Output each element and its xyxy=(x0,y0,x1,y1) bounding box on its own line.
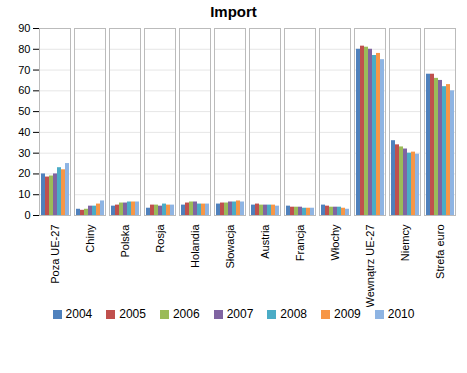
svg-text:Poza UE-27: Poza UE-27 xyxy=(49,225,61,284)
svg-text:Rosja: Rosja xyxy=(154,224,166,253)
svg-text:Chiny: Chiny xyxy=(84,224,96,253)
svg-text:Słowacja: Słowacja xyxy=(224,224,236,269)
html-text:2008: 2008 xyxy=(280,307,307,321)
svg-text:20: 20 xyxy=(18,167,30,179)
svg-text:Francja: Francja xyxy=(294,224,306,262)
svg-text:Polska: Polska xyxy=(119,224,131,258)
svg-text:50: 50 xyxy=(18,105,30,117)
svg-text:0: 0 xyxy=(24,209,30,221)
svg-text:Holandia: Holandia xyxy=(189,224,201,268)
svg-text:40: 40 xyxy=(18,126,30,138)
svg-text:80: 80 xyxy=(18,43,30,55)
svg-text:10: 10 xyxy=(18,188,30,200)
svg-text:30: 30 xyxy=(18,147,30,159)
svg-text:Austria: Austria xyxy=(259,224,271,259)
html-text:2006: 2006 xyxy=(172,307,200,321)
html-text:2009: 2009 xyxy=(334,307,361,321)
html-text:2010: 2010 xyxy=(387,307,415,321)
svg-text:60: 60 xyxy=(18,84,30,96)
svg-text:Niemcy: Niemcy xyxy=(399,224,411,261)
html-text:2007: 2007 xyxy=(226,307,254,321)
html-text:2005: 2005 xyxy=(119,307,146,321)
svg-text:Wewnątrz UE-27: Wewnątrz UE-27 xyxy=(364,225,376,308)
html-text:2004: 2004 xyxy=(65,307,93,321)
svg-text:70: 70 xyxy=(18,64,30,76)
svg-text:Strefa euro: Strefa euro xyxy=(434,225,446,279)
html-text:Import: Import xyxy=(210,3,257,20)
svg-text:90: 90 xyxy=(18,22,30,34)
svg-text:Włochy: Włochy xyxy=(329,224,341,261)
